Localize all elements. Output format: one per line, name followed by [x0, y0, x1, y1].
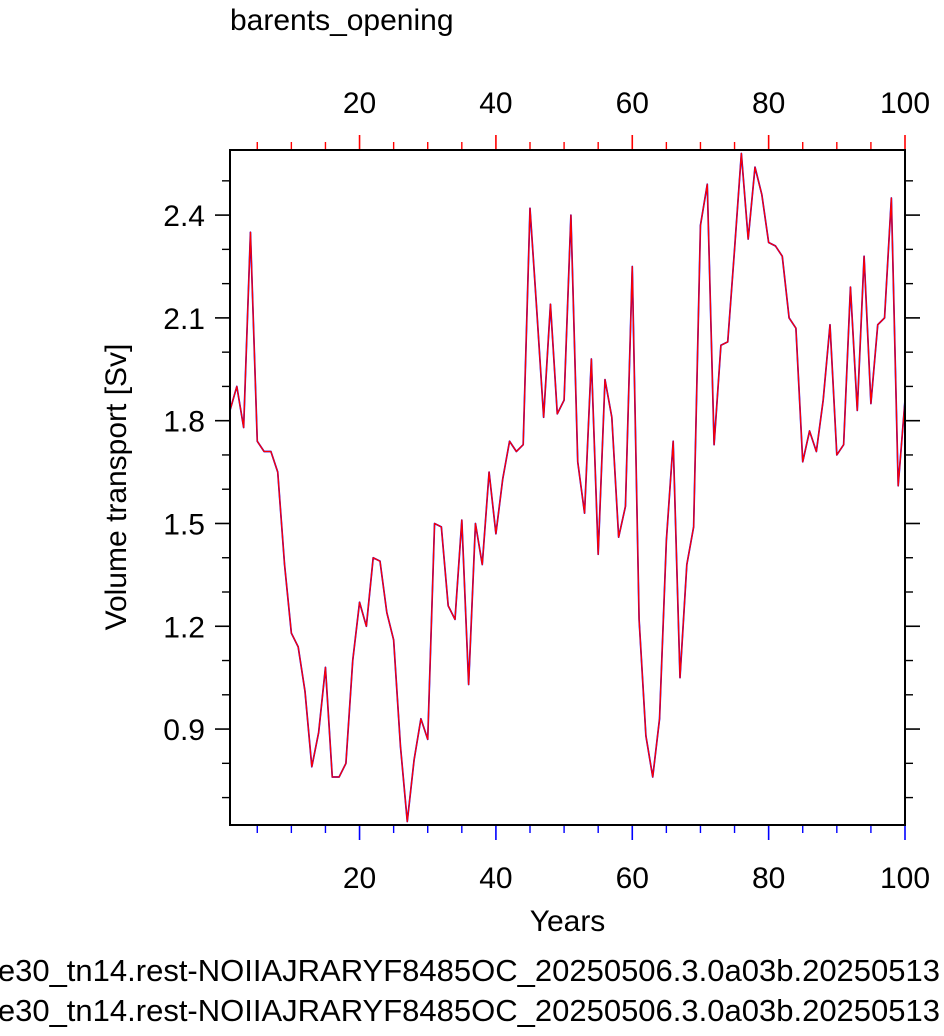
x-tick-label-top-3: 80 — [752, 87, 785, 120]
legend-entry-red: e30_tn14.rest-NOIIAJRARYF8485OC_20250506… — [0, 993, 940, 1028]
y-tick-label-3: 1.8 — [163, 406, 205, 439]
y-tick-label-4: 2.1 — [163, 303, 205, 336]
tick-label-layer: 0.9 1.2 1.5 1.8 2.1 2.4 20 20 40 40 60 60 80 80 100 100 — [163, 87, 930, 895]
x-tick-label-bottom-4: 100 — [880, 862, 930, 895]
y-tick-label-0: 0.9 — [163, 714, 205, 747]
x-tick-label-bottom-0: 20 — [343, 862, 376, 895]
y-axis-label: Volume transport [Sv] — [100, 344, 133, 631]
y-tick-label-1: 1.2 — [163, 611, 205, 644]
series-line-red — [229, 152, 906, 823]
series-layer — [229, 152, 906, 823]
y-tick-label-5: 2.4 — [163, 200, 205, 233]
legend-entry-blue: e30_tn14.rest-NOIIAJRARYF8485OC_20250506… — [0, 953, 940, 988]
chart-title: barents_opening — [230, 4, 454, 37]
x-tick-label-top-1: 40 — [479, 87, 512, 120]
y-tick-label-2: 1.5 — [163, 508, 205, 541]
x-tick-label-top-4: 100 — [880, 87, 930, 120]
tick-layer — [215, 135, 920, 840]
plot-frame — [229, 149, 906, 826]
x-axis-label: Years — [530, 905, 606, 938]
x-tick-label-top-0: 20 — [343, 87, 376, 120]
series-line-blue — [229, 152, 906, 823]
x-tick-label-bottom-3: 80 — [752, 862, 785, 895]
x-tick-label-bottom-1: 40 — [479, 862, 512, 895]
x-tick-label-bottom-2: 60 — [616, 862, 649, 895]
x-tick-label-top-2: 60 — [616, 87, 649, 120]
